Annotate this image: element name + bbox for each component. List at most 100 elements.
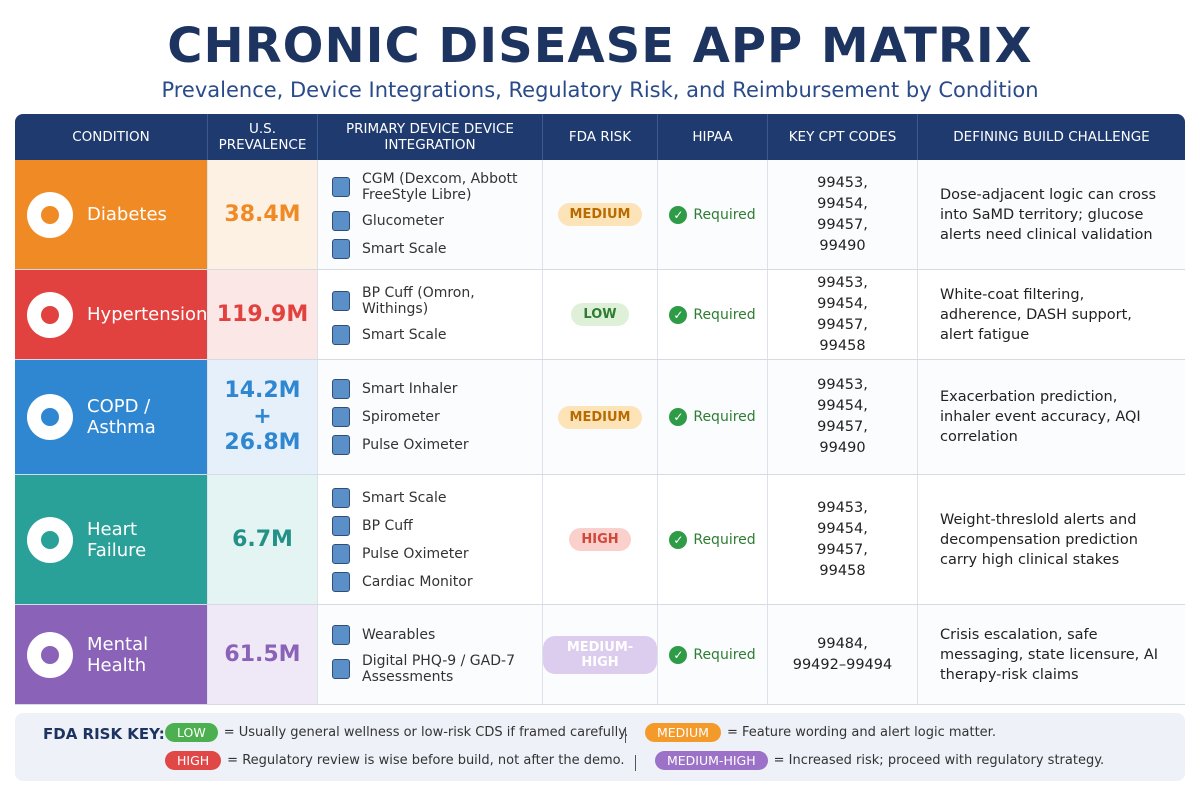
condition-icon [27, 394, 73, 440]
icon-glyph [41, 530, 59, 549]
device: Pulse Oximeter [332, 435, 469, 455]
header-cell: CONDITION [15, 114, 208, 160]
device-icon [332, 624, 350, 645]
hipaa-status: Required [693, 306, 756, 323]
header-cell: FDA RISK [543, 114, 658, 160]
hipaa-cell: ✓ Required [658, 360, 768, 474]
condition-icon [27, 631, 73, 678]
condition-icon [27, 291, 73, 338]
device-name: Smart Scale [362, 326, 447, 343]
device-icon [332, 407, 350, 427]
condition-name: Heart Failure [87, 518, 147, 561]
fda-risk-cell: HIGH [543, 475, 658, 604]
table-row: Diabetes 38.4M CGM (Dexcom, Abbott FreeSty… [15, 160, 1185, 270]
condition-name: Mental Health [87, 633, 149, 676]
prevalence: 14.2M + 26.8M [208, 360, 318, 474]
device: Spirometer [332, 407, 440, 427]
fda-risk-cell: MEDIUM [543, 160, 658, 269]
condition-cell: COPD / Asthma [15, 360, 208, 474]
icon-glyph [41, 205, 59, 224]
hipaa-cell: ✓ Required [658, 475, 768, 604]
table-row: Mental Health 61.5M Wearables Digital PHQ-9… [15, 605, 1185, 705]
device: Digital PHQ-9 / GAD-7 Assessments [332, 653, 542, 685]
device-icon [332, 435, 350, 455]
key-text: = Increased risk; proceed with regulator… [773, 753, 1105, 768]
condition-cell: Hypertension [15, 270, 208, 359]
check-icon: ✓ [669, 305, 688, 324]
device: Cardiac Monitor [332, 571, 473, 592]
prevalence: 38.4M [208, 160, 318, 269]
header-cell: PRIMARY DEVICE DEVICE INTEGRATION [318, 114, 543, 160]
device-icon [332, 658, 350, 679]
check-icon: ✓ [669, 408, 688, 426]
header-cell: U.S. PREVALENCE [208, 114, 318, 160]
table-row: Heart Failure 6.7M Smart Scale BP Cuff Pulse… [15, 475, 1185, 605]
key-badge: LOW [165, 723, 218, 742]
build-challenge: Crisis escalation, safe messaging, state… [940, 626, 1159, 683]
hipaa-cell: ✓ Required [658, 160, 768, 269]
device: Smart Scale [332, 324, 447, 345]
device-name: Smart Inhaler [362, 381, 458, 397]
check-icon: ✓ [669, 530, 688, 549]
condition-name: Diabetes [87, 204, 167, 225]
key-badge: HIGH [165, 751, 222, 770]
device: BP Cuff (Omron, Withings) [332, 285, 542, 317]
device-icon [332, 210, 350, 231]
prevalence: 6.7M [208, 475, 318, 604]
cpt-codes: 99453, 99454, 99457, 99490 [768, 360, 918, 474]
risk-badge: LOW [571, 303, 629, 326]
key-item: MEDIUM = Feature wording and alert logic … [645, 723, 996, 742]
device: Wearables [332, 624, 435, 645]
key-item: MEDIUM-HIGH = Increased risk; proceed wit… [655, 751, 1104, 770]
hipaa-status: Required [693, 409, 756, 425]
devices-cell: BP Cuff (Omron, Withings) Smart Scale [318, 270, 543, 359]
device: Smart Scale [332, 487, 446, 508]
key-text: = Usually general wellness or low-risk C… [223, 725, 629, 740]
device-name: BP Cuff (Omron, Withings) [362, 284, 475, 317]
separator [625, 727, 626, 743]
table-row: Hypertension 119.9M BP Cuff (Omron, Within… [15, 270, 1185, 360]
device-icon [332, 176, 350, 197]
key-badge: MEDIUM [645, 723, 721, 742]
devices-cell: Smart Inhaler Spirometer Pulse Oximeter [318, 360, 543, 474]
device-name: Digital PHQ-9 / GAD-7 Assessments [362, 652, 515, 685]
device-name: Glucometer [362, 212, 444, 229]
title: CHRONIC DISEASE APP MATRIX [167, 18, 1033, 74]
key-item: LOW = Usually general wellness or low-ris… [165, 723, 628, 742]
fda-risk-cell: MEDIUM-HIGH [543, 605, 658, 704]
hipaa-status: Required [693, 206, 756, 223]
condition-icon [27, 191, 73, 238]
condition-cell: Heart Failure [15, 475, 208, 604]
hipaa-status: Required [693, 646, 756, 663]
condition-name: Hypertension [87, 304, 208, 325]
check-icon: ✓ [669, 205, 688, 224]
hipaa-cell: ✓ Required [658, 605, 768, 704]
table-row: COPD / Asthma 14.2M + 26.8M Smart Inhaler S… [15, 360, 1185, 475]
header-cell: DEFINING BUILD CHALLENGE [953, 129, 1150, 145]
device: Glucometer [332, 210, 444, 231]
risk-badge: MEDIUM [557, 203, 643, 226]
condition-icon [27, 516, 73, 563]
risk-badge: MEDIUM-HIGH [543, 635, 657, 674]
icon-glyph [41, 408, 59, 426]
risk-badge: HIGH [569, 528, 631, 551]
key-text: = Feature wording and alert logic matter… [726, 725, 996, 740]
prevalence: 119.9M [208, 270, 318, 359]
device-icon [332, 487, 350, 508]
device-name: Pulse Oximeter [362, 437, 469, 453]
key-item: HIGH = Regulatory review is wise before b… [165, 751, 624, 770]
device-icon [332, 571, 350, 592]
condition-cell: Mental Health [15, 605, 208, 704]
device-icon [332, 324, 350, 345]
key-text: = Regulatory review is wise before build… [227, 753, 625, 768]
build-challenge: Exacerbation prediction, inhaler event a… [940, 389, 1141, 445]
build-challenge: White-coat filtering, adherence, DASH su… [940, 286, 1132, 343]
build-challenge: Weight-threslold alerts and decompensati… [940, 511, 1138, 568]
device: Pulse Oximeter [332, 543, 469, 564]
key-label: FDA RISK KEY: [43, 725, 165, 743]
device-icon [332, 543, 350, 564]
device-name: Pulse Oximeter [362, 545, 469, 562]
condition-cell: Diabetes [15, 160, 208, 269]
device-name: BP Cuff [362, 517, 413, 534]
cpt-codes: 99453, 99454, 99457, 99458 [768, 475, 918, 604]
